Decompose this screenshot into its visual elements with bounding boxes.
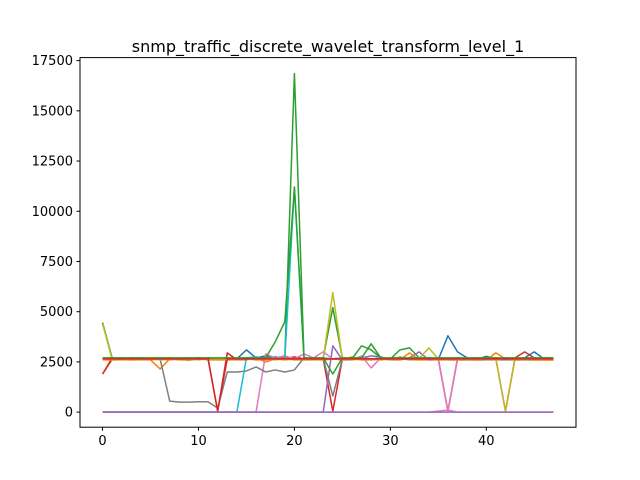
series-line-14 — [102, 358, 554, 412]
series-layer — [101, 72, 554, 413]
x-tick-label: 20 — [286, 434, 303, 449]
series-line-13 — [102, 186, 554, 375]
y-tick-label: 10000 — [32, 205, 73, 220]
y-tick-label: 7500 — [40, 255, 73, 270]
y-tick-label: 0 — [65, 406, 73, 421]
y-axis: 0 2500 5000 7500 10000 12500 15000 17500 — [32, 54, 80, 421]
y-tick-label: 5000 — [40, 305, 73, 320]
y-tick-label: 12500 — [32, 155, 73, 170]
plot-area — [79, 57, 577, 428]
y-tick-label: 15000 — [32, 104, 73, 119]
axes-frame — [79, 57, 577, 428]
x-tick-label: 10 — [190, 434, 207, 449]
y-tick-label: 2500 — [40, 355, 73, 370]
y-tick-label: 17500 — [32, 54, 73, 69]
chart-title: snmp_traffic_discrete_wavelet_transform_… — [132, 37, 525, 57]
x-tick-label: 40 — [478, 434, 495, 449]
x-tick-label: 0 — [98, 434, 106, 449]
x-axis: 0 10 20 30 40 — [98, 427, 495, 449]
x-tick-label: 30 — [382, 434, 399, 449]
